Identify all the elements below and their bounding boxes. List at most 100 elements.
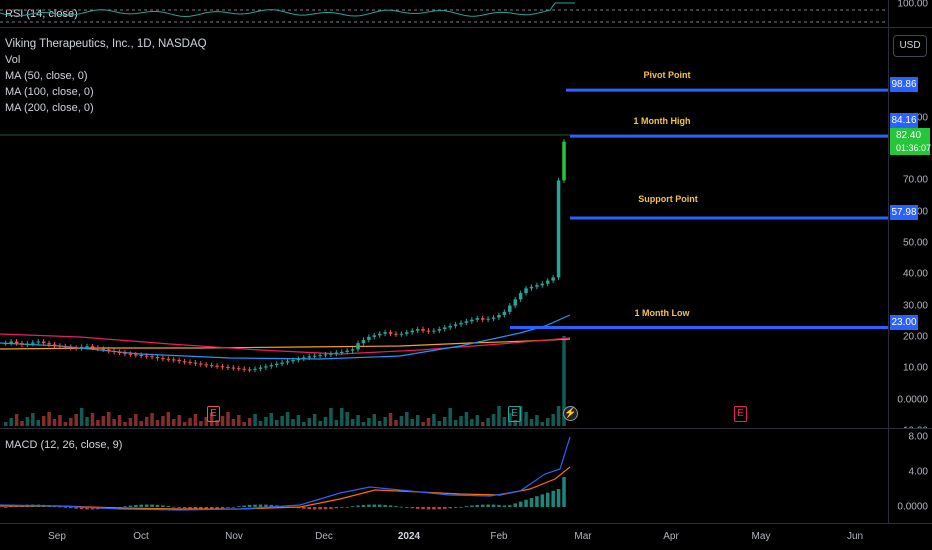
volume-bar — [264, 417, 268, 426]
macd-histogram-bar — [513, 503, 517, 507]
macd-histogram-bar — [372, 504, 377, 507]
candle-body — [85, 346, 89, 348]
time-label-apr: Apr — [663, 531, 679, 542]
volume-bar — [464, 412, 469, 426]
macd-histogram-bar — [356, 505, 360, 507]
legend-ma200[interactable]: MA (200, close, 0) — [5, 102, 94, 114]
macd-histogram-bar — [410, 507, 414, 509]
macd-legend[interactable]: MACD (12, 26, close, 9) — [5, 439, 123, 451]
volume-bar — [96, 420, 100, 426]
volume-bar — [199, 421, 203, 426]
price-plot — [0, 88, 888, 426]
rsi-axis[interactable]: 100.00 — [888, 0, 932, 27]
macd-histogram-bar — [90, 507, 95, 510]
macd-histogram-bar — [220, 507, 225, 509]
legend-ma100[interactable]: MA (100, close, 0) — [5, 86, 94, 98]
candle-body — [31, 342, 35, 344]
macd-histogram-bar — [405, 507, 409, 508]
annotation-month-high[interactable]: 1 Month High — [633, 116, 691, 126]
volume-bar — [529, 419, 534, 426]
volume-bar — [448, 408, 452, 426]
volume-bar — [291, 419, 295, 426]
time-label-sep: Sep — [48, 531, 66, 542]
candle-body — [150, 356, 154, 358]
volume-bar — [58, 415, 62, 426]
candle-body — [405, 332, 409, 334]
rsi-legend[interactable]: RSI (14, close) — [5, 8, 78, 20]
time-label-dec: Dec — [315, 531, 333, 542]
candle-body — [117, 351, 122, 353]
annotation-month-low[interactable]: 1 Month Low — [634, 308, 690, 318]
candle-body — [394, 333, 398, 335]
candle-body — [25, 343, 30, 345]
volume-bar — [52, 419, 57, 426]
price-tick: 0.0000 — [897, 394, 928, 405]
volume-bar — [209, 413, 214, 426]
time-axis-border — [0, 523, 932, 524]
dividend-flash-icon[interactable]: ⚡ — [563, 406, 578, 421]
candle-body — [74, 347, 78, 349]
price-tick: 10.00 — [902, 362, 928, 374]
price-pane[interactable]: Viking Therapeutics, Inc., 1D, NASDAQ Vo… — [0, 28, 888, 428]
price-axis[interactable]: 90.0080.0070.0060.0050.0040.0030.0020.00… — [888, 28, 932, 436]
macd-histogram-bar — [302, 507, 306, 509]
pane-separator[interactable] — [0, 428, 932, 429]
earnings-marker[interactable]: E — [508, 406, 521, 422]
macd-histogram-bar — [9, 506, 13, 508]
volume-bar — [443, 417, 447, 426]
macd-histogram-bar — [226, 507, 230, 508]
macd-histogram-bar — [361, 504, 366, 507]
price-tick: 70.00 — [902, 174, 928, 186]
legend-vol[interactable]: Vol — [5, 54, 21, 66]
candle-body — [361, 340, 366, 344]
candle-body — [14, 341, 19, 344]
macd-histogram-bar — [4, 507, 8, 508]
legend-ma50[interactable]: MA (50, close, 0) — [5, 70, 88, 82]
macd-histogram-bar — [172, 506, 176, 508]
candle-body — [475, 318, 480, 320]
annotation-pivot-point[interactable]: Pivot Point — [643, 70, 691, 80]
macd-histogram-bar — [155, 504, 160, 507]
macd-histogram-bar — [508, 505, 512, 507]
macd-histogram-bar — [199, 507, 203, 510]
volume-bar — [432, 414, 436, 426]
volume-bar — [85, 417, 89, 426]
volume-bar — [356, 415, 360, 426]
annotation-support-point[interactable]: Support Point — [638, 194, 698, 204]
macd-histogram-bar — [551, 490, 555, 507]
volume-bar — [231, 419, 236, 426]
volume-bar — [502, 417, 507, 426]
volume-bar — [25, 417, 30, 426]
volume-bar — [540, 422, 545, 426]
macd-histogram-bar — [546, 492, 550, 507]
macd-histogram-bar — [139, 504, 143, 507]
symbol-title[interactable]: Viking Therapeutics, Inc., 1D, NASDAQ — [5, 38, 207, 50]
candle-body — [242, 368, 246, 370]
last-price-value: 82.40 — [896, 130, 922, 141]
macd-axis[interactable]: 8.00 4.00 0.0000 — [888, 429, 932, 523]
candle-body — [155, 356, 160, 359]
price-tick: 40.00 — [902, 268, 928, 280]
volume-bar — [394, 420, 398, 426]
macd-histogram-bar — [421, 507, 425, 510]
macd-tick-4: 4.00 — [908, 466, 928, 478]
macd-histogram-bar — [188, 507, 192, 509]
pane-separator[interactable] — [0, 27, 932, 28]
candle-body — [172, 359, 176, 361]
earnings-marker[interactable]: E — [207, 406, 220, 422]
candle-body — [546, 280, 550, 284]
macd-histogram-bar — [166, 505, 171, 507]
currency-button[interactable]: USD — [893, 35, 927, 57]
candle-body — [399, 333, 404, 335]
candle-body — [264, 366, 268, 368]
macd-histogram-bar — [182, 507, 187, 509]
volume-bar — [302, 422, 306, 426]
macd-histogram-bar — [486, 504, 490, 507]
macd-histogram-bar — [464, 506, 469, 507]
macd-histogram-bar — [529, 498, 534, 507]
ma200-line — [0, 333, 571, 355]
candle-body — [275, 363, 279, 366]
macd-histogram-bar — [253, 504, 257, 507]
earnings-marker[interactable]: E — [734, 406, 747, 422]
candle-body — [112, 350, 116, 352]
